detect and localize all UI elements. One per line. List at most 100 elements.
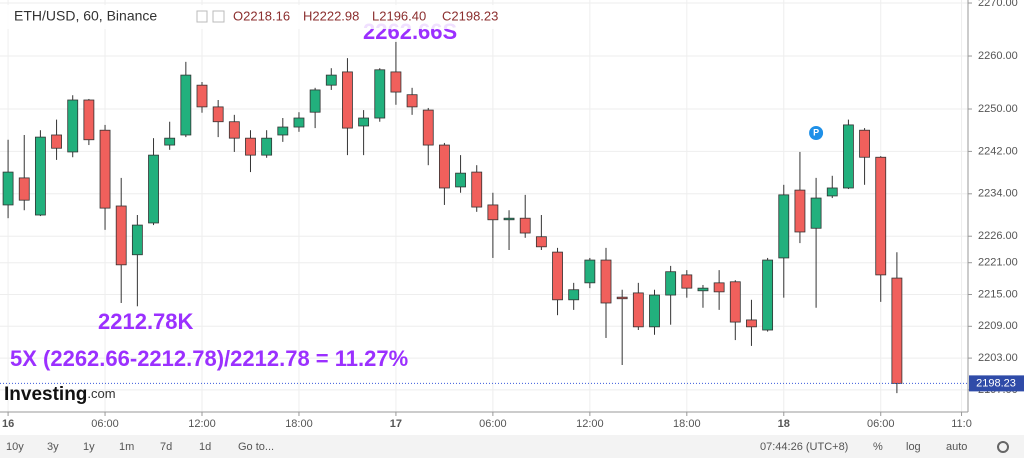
- y-tick-label: 2250.00: [978, 103, 1018, 115]
- range-button[interactable]: 3y: [47, 441, 59, 453]
- candle-body: [891, 277, 903, 384]
- y-tick-label: 2203.00: [978, 352, 1018, 364]
- header-icon[interactable]: [212, 10, 225, 23]
- settings-icon[interactable]: [997, 441, 1009, 453]
- candle-body: [245, 137, 256, 156]
- candle-body: [762, 259, 774, 331]
- event-marker[interactable]: [809, 126, 824, 140]
- candle-body: [115, 205, 127, 266]
- toolbar: [0, 435, 1024, 458]
- x-tick-label: 17: [390, 418, 402, 430]
- candle-body: [665, 271, 677, 296]
- scale-option[interactable]: log: [906, 441, 921, 453]
- scale-option[interactable]: auto: [946, 441, 967, 453]
- x-tick-label: 06:00: [479, 418, 507, 430]
- price-label: 2198.23: [976, 377, 1016, 389]
- candle-body: [649, 294, 660, 328]
- x-tick-label: 06:00: [867, 418, 895, 430]
- ohlc-value: C2198.23: [442, 8, 498, 23]
- candle-body: [83, 99, 95, 141]
- candle-body: [616, 296, 628, 300]
- candle-body: [843, 124, 854, 189]
- range-button[interactable]: 10y: [6, 441, 24, 453]
- logo-name: Investing: [4, 384, 87, 405]
- ohlc-value: H2222.98: [303, 8, 359, 23]
- candle-body: [729, 281, 741, 323]
- candle-body: [131, 224, 143, 256]
- y-tick-label: 2260.00: [978, 50, 1018, 62]
- x-tick-label: 12:00: [576, 418, 604, 430]
- y-tick-label: 2242.00: [978, 145, 1018, 157]
- candle-body: [746, 319, 757, 328]
- x-tick-label: 16: [2, 418, 14, 430]
- candle-body: [826, 187, 838, 197]
- y-tick-label: 2221.00: [978, 257, 1018, 269]
- candle-body: [406, 94, 418, 108]
- candle-body: [584, 259, 596, 284]
- candle-body: [713, 282, 725, 293]
- candle-body: [164, 137, 176, 146]
- candle-body: [778, 194, 790, 259]
- ohlc-value: L2196.40: [372, 8, 426, 23]
- x-tick-label: 18: [778, 418, 790, 430]
- candle-body: [487, 204, 499, 221]
- candle-body: [180, 74, 192, 136]
- x-tick-label: 11:0: [951, 418, 972, 430]
- candle-body: [18, 177, 30, 201]
- y-tick-label: 2270.00: [978, 0, 1018, 9]
- candle-body: [859, 129, 870, 158]
- candle-body: [632, 292, 644, 328]
- candle-body: [196, 84, 208, 108]
- range-button[interactable]: 1d: [199, 441, 211, 453]
- candle-body: [535, 236, 547, 248]
- header-icon[interactable]: [196, 10, 208, 23]
- y-tick-label: 2215.00: [978, 288, 1018, 300]
- goto-button[interactable]: Go to...: [238, 441, 274, 453]
- candle-body: [390, 71, 402, 93]
- candle-body: [681, 274, 693, 289]
- annotation: 2212.78K: [98, 309, 194, 334]
- candle-body: [697, 287, 709, 292]
- candle-body: [568, 289, 580, 301]
- candle-body: [34, 136, 46, 216]
- range-button[interactable]: 7d: [160, 441, 172, 453]
- candle-body: [552, 251, 563, 301]
- candle-body: [519, 217, 531, 234]
- y-tick-label: 2234.00: [978, 188, 1018, 200]
- ohlc-value: O2218.16: [233, 8, 290, 23]
- price-axis: [968, 0, 1024, 412]
- scale-option[interactable]: %: [873, 441, 883, 453]
- symbol: ETH/USD, 60, Binance: [14, 8, 157, 24]
- candle-body: [342, 71, 353, 129]
- x-tick-label: 06:00: [91, 418, 119, 430]
- clock: 07:44:26 (UTC+8): [760, 441, 848, 453]
- y-tick-label: 2226.00: [978, 230, 1018, 242]
- candle-body: [422, 109, 434, 146]
- candle-body: [794, 189, 806, 233]
- candle-body: [67, 99, 79, 153]
- candle-body: [875, 156, 887, 276]
- candle-body: [503, 217, 515, 221]
- logo: Investing.com: [4, 384, 116, 405]
- logo-suffix: .com: [87, 386, 115, 401]
- candle-body: [471, 171, 483, 208]
- x-tick-label: 12:00: [188, 418, 216, 430]
- range-button[interactable]: 1y: [83, 441, 95, 453]
- candle-body: [358, 117, 370, 127]
- range-button[interactable]: 1m: [119, 441, 134, 453]
- candle-body: [99, 129, 111, 209]
- candle-body: [455, 172, 466, 188]
- candle-body: [261, 137, 273, 156]
- x-tick-label: 18:00: [673, 418, 701, 430]
- price-label-bg: [969, 375, 1024, 392]
- candle-body: [148, 154, 159, 224]
- header-bg: [0, 5, 510, 29]
- candle-body: [51, 134, 62, 149]
- y-tick-label: 2209.00: [978, 320, 1018, 332]
- x-tick-label: 18:00: [285, 418, 313, 430]
- candle-body: [600, 259, 612, 304]
- candle-body: [309, 89, 321, 113]
- candle-body: [325, 74, 337, 86]
- annotation: 5X (2262.66-2212.78)/2212.78 = 11.27%: [10, 346, 408, 371]
